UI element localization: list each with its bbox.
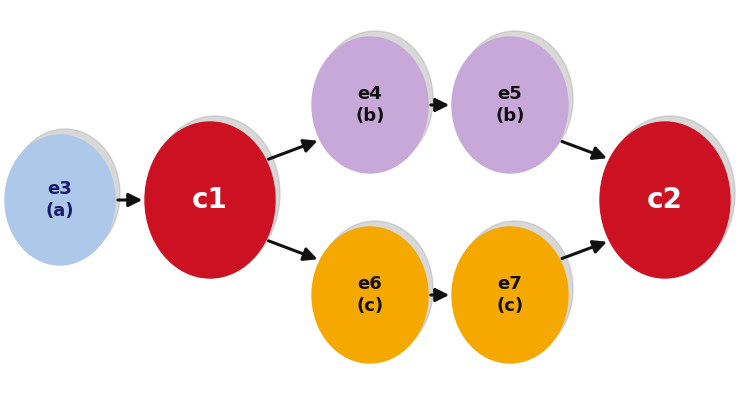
Text: e5
(b): e5 (b) (495, 85, 525, 125)
Ellipse shape (312, 227, 428, 363)
Ellipse shape (10, 129, 120, 259)
Text: e7
(c): e7 (c) (496, 275, 523, 315)
Ellipse shape (150, 116, 280, 272)
Ellipse shape (452, 227, 568, 363)
Text: e6
(c): e6 (c) (356, 275, 383, 315)
Text: c2: c2 (647, 186, 683, 214)
Ellipse shape (317, 221, 433, 357)
Ellipse shape (457, 221, 573, 357)
Ellipse shape (317, 31, 433, 167)
Text: e4
(b): e4 (b) (356, 85, 385, 125)
Ellipse shape (5, 135, 115, 265)
Text: e3
(a): e3 (a) (46, 180, 74, 220)
Ellipse shape (312, 37, 428, 173)
Ellipse shape (145, 122, 275, 278)
Ellipse shape (457, 31, 573, 167)
Text: c1: c1 (192, 186, 228, 214)
Ellipse shape (600, 122, 730, 278)
Ellipse shape (452, 37, 568, 173)
Ellipse shape (605, 116, 735, 272)
